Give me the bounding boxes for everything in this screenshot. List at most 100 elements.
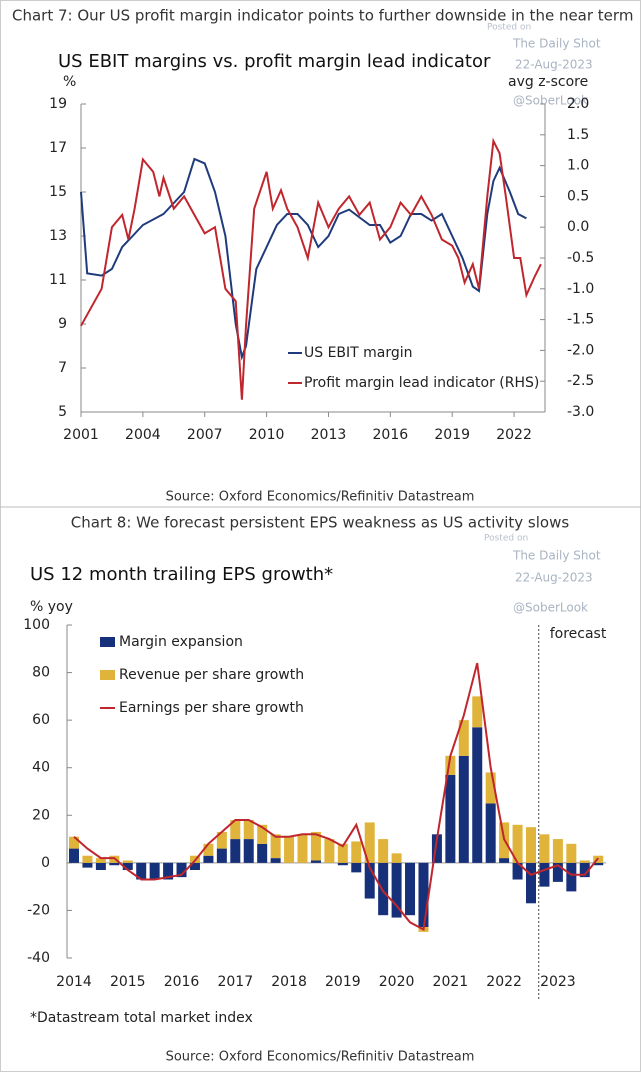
x-tick-label: 2020 <box>379 974 415 990</box>
bar <box>82 855 93 863</box>
bar <box>458 720 469 756</box>
bar <box>324 839 335 863</box>
x-tick-label: 2022 <box>486 974 522 990</box>
y-tick-label: 100 <box>23 617 50 633</box>
bar <box>230 820 241 840</box>
x-tick-label: 2010 <box>249 427 285 443</box>
y-tick-label: 20 <box>32 807 50 823</box>
bar <box>95 858 106 863</box>
bar <box>82 862 93 868</box>
bar <box>216 831 227 849</box>
source: Source: Oxford Economics/Refinitiv Datas… <box>166 1050 475 1065</box>
x-tick-label: 2014 <box>56 974 92 990</box>
y2-tick-label: -2.0 <box>567 342 594 358</box>
y-tick-label: 7 <box>58 360 67 376</box>
x-tick-label: 2022 <box>496 427 532 443</box>
bar <box>512 862 523 880</box>
x-tick-label: 2015 <box>110 974 146 990</box>
y-tick-label: 60 <box>32 712 50 728</box>
bar <box>337 843 348 863</box>
bar <box>472 696 483 728</box>
bar <box>445 755 456 775</box>
bar <box>351 862 362 873</box>
bar <box>243 820 254 840</box>
bar <box>163 862 174 880</box>
bar <box>203 855 214 863</box>
x-tick-label: 2013 <box>311 427 347 443</box>
bar <box>552 839 563 863</box>
y2-tick-label: -0.5 <box>567 250 594 266</box>
x-tick-label: 2004 <box>125 427 161 443</box>
bar <box>364 862 375 899</box>
y-tick-label: 19 <box>49 96 67 112</box>
y-axis-label: % <box>63 74 76 90</box>
y2-tick-label: 0.0 <box>567 219 589 235</box>
y-tick-label: 9 <box>58 316 67 332</box>
footnote: *Datastream total market index <box>30 1010 253 1026</box>
y-tick-label: 5 <box>58 404 67 420</box>
chart-title: Chart 8: We forecast persistent EPS weak… <box>71 514 570 532</box>
y2-tick-label: 1.5 <box>567 127 589 143</box>
bar <box>109 862 120 866</box>
bar <box>149 862 160 880</box>
bar <box>552 862 563 882</box>
x-tick-label: 2001 <box>63 427 99 443</box>
bar <box>566 862 577 892</box>
bar <box>485 803 496 863</box>
bar <box>512 824 523 863</box>
x-tick-label: 2017 <box>217 974 253 990</box>
y2-tick-label: 0.5 <box>567 188 589 204</box>
watermark: 22-Aug-2023 <box>515 571 593 585</box>
y-tick-label: 13 <box>49 228 67 244</box>
x-tick-label: 2021 <box>433 974 469 990</box>
watermark: The Daily Shot <box>512 37 601 51</box>
bar <box>526 862 537 904</box>
bar <box>579 860 590 863</box>
bar <box>310 860 321 863</box>
source: Source: Oxford Economics/Refinitiv Datas… <box>166 490 475 505</box>
y2-tick-label: 2.0 <box>567 96 589 112</box>
x-tick-label: 2023 <box>540 974 576 990</box>
bar <box>351 841 362 863</box>
bar <box>391 862 402 918</box>
line-series <box>80 157 527 361</box>
y-tick-label: 17 <box>49 140 67 156</box>
bar <box>176 862 187 878</box>
chart-subtitle: US 12 month trailing EPS growth* <box>30 564 333 585</box>
bar <box>566 843 577 863</box>
y-tick-label: -20 <box>27 902 50 918</box>
bar <box>593 862 604 866</box>
y2-tick-label: -2.5 <box>567 373 594 389</box>
bar <box>136 862 147 880</box>
watermark: The Daily Shot <box>512 549 601 563</box>
bar <box>337 862 348 866</box>
bar <box>270 858 281 863</box>
watermark: 22-Aug-2023 <box>515 58 593 72</box>
legend-label: US EBIT margin <box>304 345 413 361</box>
bar <box>122 862 133 870</box>
y-axis-label: % yoy <box>30 599 73 615</box>
y2-axis-label: avg z-score <box>508 74 588 90</box>
bar <box>472 727 483 863</box>
bar <box>485 772 496 804</box>
x-tick-label: 2016 <box>164 974 200 990</box>
y-tick-label: 0 <box>41 855 50 871</box>
x-tick-label: 2018 <box>271 974 307 990</box>
bar <box>405 862 416 916</box>
bar <box>458 755 469 863</box>
bar <box>95 862 106 870</box>
chart-subtitle: US EBIT margins vs. profit margin lead i… <box>58 51 491 72</box>
y-tick-label: 11 <box>49 272 67 288</box>
bar <box>243 839 254 863</box>
bar <box>284 836 295 863</box>
bar <box>122 860 133 863</box>
bar <box>539 862 550 887</box>
bar <box>539 834 550 863</box>
bar <box>216 848 227 863</box>
x-tick-label: 2019 <box>325 974 361 990</box>
y2-tick-label: -3.0 <box>567 404 594 420</box>
bar <box>364 822 375 863</box>
bar <box>189 862 200 870</box>
bar <box>431 834 442 863</box>
